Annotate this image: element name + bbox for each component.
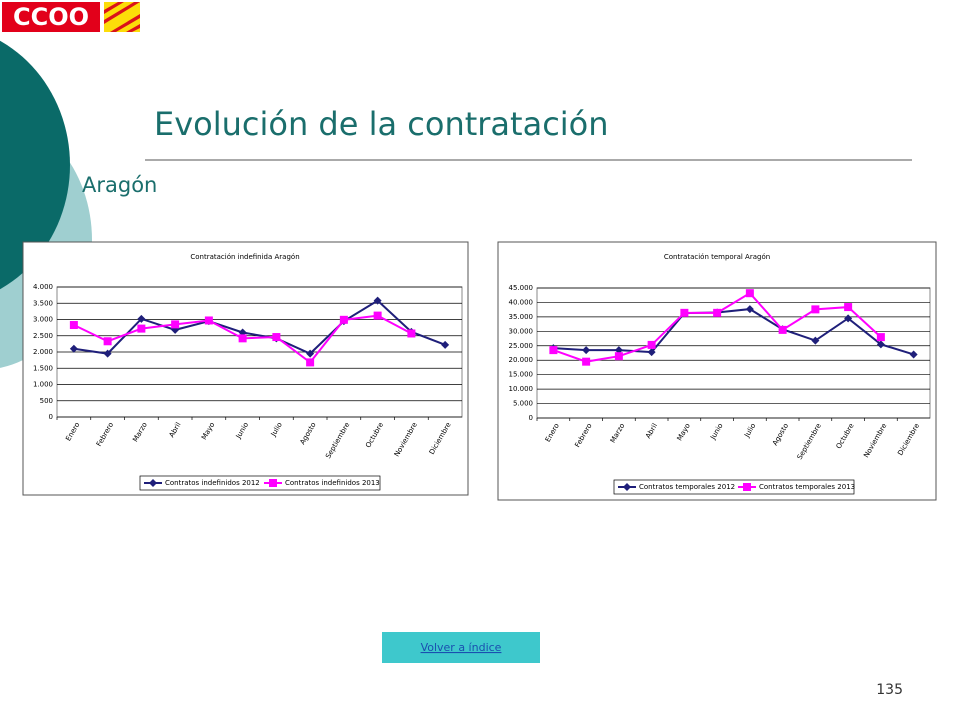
legend-box [613,479,855,495]
point [238,334,247,343]
y-tick-label: 15.000 [509,371,534,379]
y-tick-label: 30.000 [509,327,534,335]
point [373,311,382,320]
y-tick-label: 45.000 [509,284,534,292]
y-tick-label: 5.000 [513,400,533,408]
link-button[interactable] [382,632,540,663]
point [306,358,315,367]
point [103,349,112,358]
legend-label: Contratos temporales 2013 [759,483,855,491]
point [582,357,591,366]
y-tick-label: 1.000 [33,381,53,389]
decor-dark [0,40,70,290]
y-tick-label: 25.000 [509,342,534,350]
y-tick-label: 500 [40,397,53,405]
y-tick-label: 4.000 [33,283,53,291]
point [549,346,558,355]
y-tick-label: 0 [529,414,533,422]
point [623,483,631,491]
point [811,305,820,314]
point [876,340,885,349]
point [407,329,416,338]
point [647,340,656,349]
page-number: 135 [876,682,903,698]
point [909,350,918,359]
y-tick-label: 3.000 [33,316,53,324]
point [137,324,146,333]
legend-label: Contratos indefinidos 2012 [165,479,260,487]
point [149,479,157,487]
slide-title: Evolución de la contratación [154,105,609,143]
point [269,479,277,487]
y-tick-label: 2.500 [33,332,53,340]
y-tick-label: 3.500 [33,299,53,307]
point [647,348,656,357]
legend-label: Contratos indefinidos 2013 [285,479,380,487]
plot-area [536,287,931,419]
point [103,337,112,346]
point [743,483,751,491]
point [306,349,315,358]
point [811,336,820,345]
legend-box [139,475,381,491]
point [680,308,689,317]
point [582,346,591,355]
point [745,289,754,298]
point [204,316,213,325]
point [713,308,722,317]
point [844,314,853,323]
y-tick-label: 2.000 [33,348,53,356]
point [614,346,623,355]
point [778,325,787,334]
point [745,305,754,314]
point [272,333,281,342]
series-line [73,299,446,355]
point [441,340,450,349]
chart-title: Contratación indefinida Aragón [190,253,299,261]
y-tick-label: 0 [49,413,53,421]
logo-flag [104,2,140,32]
y-tick-label: 10.000 [509,385,534,393]
y-tick-label: 40.000 [509,298,534,306]
chart-title: Contratación temporal Aragón [664,253,770,261]
slide-subtitle: Aragón [82,173,157,197]
series-line [553,308,914,356]
point [339,315,348,324]
point [69,344,78,353]
point [69,321,78,330]
logo: CCOO [13,3,89,31]
point [373,296,382,305]
point [876,333,885,342]
y-tick-label: 1.500 [33,364,53,372]
point [614,352,623,361]
link[interactable]: Volver a índice [421,641,502,654]
point [137,314,146,323]
logo-box [2,2,100,32]
legend-label: Contratos temporales 2012 [639,483,735,491]
y-tick-label: 20.000 [509,356,534,364]
point [844,303,853,312]
y-tick-label: 35.000 [509,313,534,321]
point [171,320,180,329]
